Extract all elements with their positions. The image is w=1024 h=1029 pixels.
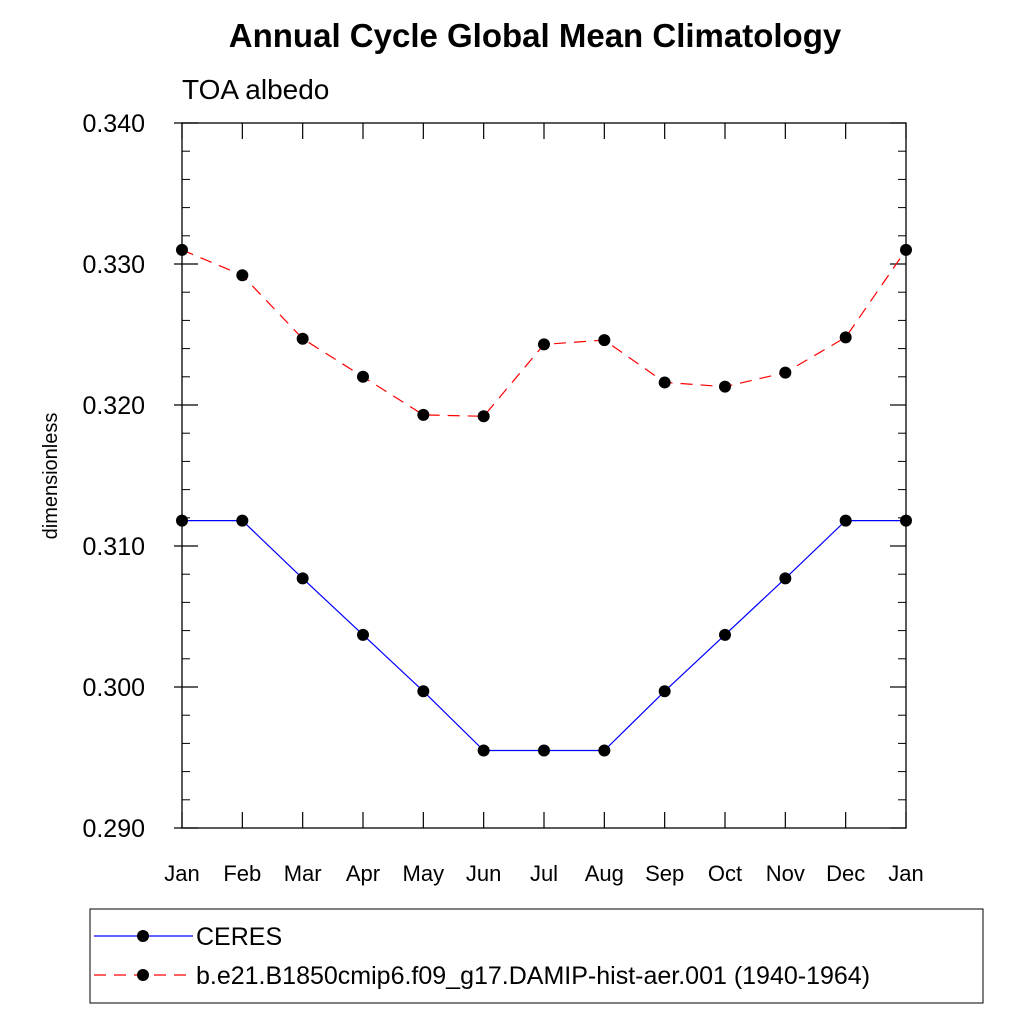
- series-line-0: [182, 519, 906, 752]
- legend: CERES b.e21.B1850cmip6.f09_g17.DAMIP-his…: [89, 908, 984, 1004]
- series-0-point: [839, 514, 852, 527]
- chart-subtitle: TOA albedo: [182, 74, 329, 105]
- y-tick-label: 0.330: [82, 251, 145, 279]
- y-tick-label: 0.290: [82, 815, 145, 843]
- x-tick-label: Nov: [766, 861, 805, 886]
- legend-label-ceres: CERES: [196, 923, 282, 951]
- series-0-point: [417, 685, 430, 698]
- series-0-point: [658, 685, 671, 698]
- series-1-point: [477, 410, 490, 423]
- x-tick-label: Jan: [164, 861, 199, 886]
- plot-frame: [181, 122, 907, 829]
- x-tick-label: Mar: [284, 861, 322, 886]
- series-line-1: [181, 249, 907, 417]
- series-0-point: [357, 628, 369, 641]
- series-0-point: [538, 744, 550, 757]
- series-1-point: [236, 269, 249, 282]
- y-tick-label: 0.300: [82, 674, 145, 702]
- chart-title: Annual Cycle Global Mean Climatology: [229, 17, 842, 54]
- x-axis-ticks: Jan Feb Mar Apr May Jun Jul Aug Sep Oct Nov Dec Jan: [164, 123, 924, 886]
- series-1-point: [296, 332, 309, 345]
- series-0-point: [236, 514, 249, 527]
- series-0-point: [719, 628, 731, 641]
- x-tick-label: Feb: [223, 861, 261, 886]
- legend-marker-ceres: [137, 930, 149, 942]
- series-1-point: [538, 338, 550, 351]
- legend-label-model: b.e21.B1850cmip6.f09_g17.DAMIP-hist-aer.…: [196, 962, 870, 990]
- series-0-point: [176, 514, 188, 527]
- legend-box: [89, 908, 984, 1004]
- x-tick-label: Jul: [530, 861, 558, 886]
- x-tick-label: May: [403, 861, 445, 886]
- series-1-point: [417, 408, 430, 421]
- series-0-point: [296, 572, 309, 585]
- series-1-point: [658, 376, 671, 389]
- series-layer: [176, 243, 912, 757]
- series-0-point: [477, 744, 490, 757]
- series-0-point: [779, 572, 792, 585]
- series-1-point: [357, 370, 369, 383]
- x-tick-label: Jun: [466, 861, 501, 886]
- series-1-point: [839, 331, 852, 344]
- series-1-point: [779, 366, 792, 379]
- y-axis-label: dimensionless: [40, 413, 62, 540]
- series-0-point: [900, 514, 912, 527]
- series-1-point: [719, 380, 731, 393]
- y-axis-ticks: 0.290 0.300 0.310 0.320 0.330 0.340: [82, 110, 906, 843]
- legend-marker-model: [137, 969, 149, 981]
- minor-ticks: [182, 150, 906, 801]
- series-1-point: [900, 243, 912, 256]
- x-tick-label: Aug: [585, 861, 624, 886]
- y-tick-label: 0.310: [82, 533, 145, 561]
- x-tick-label: Apr: [346, 861, 380, 886]
- y-tick-label: 0.320: [82, 392, 145, 420]
- x-tick-label: Sep: [645, 861, 684, 886]
- x-tick-label: Dec: [826, 861, 865, 886]
- series-0-point: [598, 744, 611, 757]
- x-tick-label: Oct: [708, 861, 742, 886]
- series-1-point: [598, 334, 611, 347]
- x-tick-label: Jan: [888, 861, 923, 886]
- y-tick-label: 0.340: [82, 110, 145, 138]
- series-1-point: [176, 243, 188, 256]
